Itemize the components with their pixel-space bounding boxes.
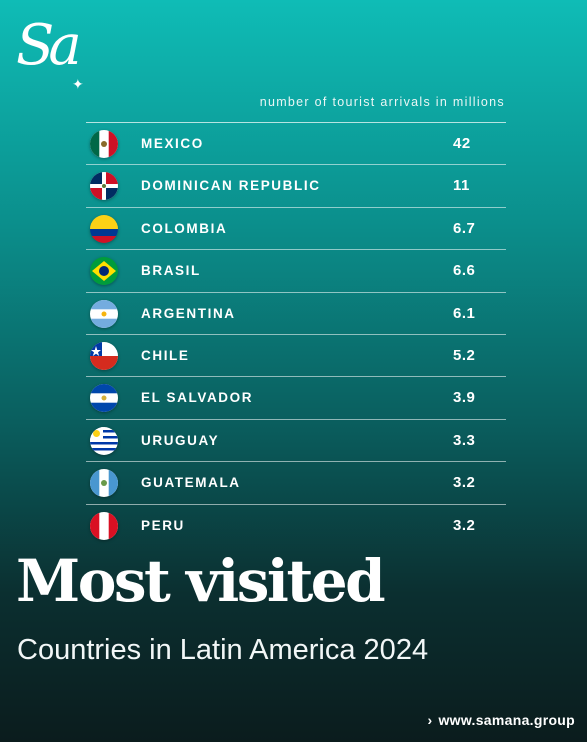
arrivals-value: 3.9 [453,389,476,407]
country-name: GUATEMALA [141,475,241,491]
headline: Most visited [16,547,386,615]
arrivals-value: 5.2 [453,346,476,364]
brand-logo: Sa [16,13,82,78]
website-link[interactable]: › www.samana.group [428,712,576,728]
el-salvador-flag-icon [90,384,118,413]
arrivals-value: 3.2 [453,516,476,534]
chevron-right-icon: › [427,712,433,728]
table-row: MEXICO 42 [86,122,506,164]
dominican-republic-flag-icon [90,172,118,201]
table-row: DOMINICAN REPUBLIC 11 [86,164,506,206]
arrivals-value: 42 [453,135,471,152]
unit-note: number of tourist arrivals in millions [259,95,505,109]
arrivals-value: 3.2 [453,474,476,492]
table-row: GUATEMALA 3.2 [86,461,506,503]
guatemala-flag-icon [90,469,118,498]
peru-flag-icon [90,511,118,540]
table-row: ARGENTINA 6.1 [86,291,506,334]
country-name: COLOMBIA [141,220,228,236]
country-name: URUGUAY [141,432,220,448]
table-row: EL SALVADOR 3.9 [86,376,506,418]
country-name: ARGENTINA [141,305,236,321]
table-row: PERU 3.2 [86,503,506,546]
colombia-flag-icon [90,214,118,243]
tagline: Countries in Latin America 2024 [17,634,429,666]
table-row: BRASIL 6.6 [86,249,506,291]
brazil-flag-icon [90,257,118,286]
table-row: CHILE 5.2 [86,333,506,376]
country-name: DOMINICAN REPUBLIC [141,178,321,194]
arrivals-value: 6.7 [453,219,476,237]
arrivals-value: 6.6 [453,262,476,280]
table-row: COLOMBIA 6.7 [86,206,506,249]
table-row: URUGUAY 3.3 [86,418,506,461]
country-name: BRASIL [141,263,201,279]
website-text: www.samana.group [438,712,575,728]
uruguay-flag-icon [90,426,118,455]
argentina-flag-icon [90,299,118,328]
chile-flag-icon [90,341,118,370]
country-name: EL SALVADOR [141,390,254,406]
arrivals-value: 6.1 [453,304,476,322]
country-name: PERU [141,517,185,533]
mexico-flag-icon [90,130,118,158]
country-name: CHILE [141,347,190,363]
ranking-table: MEXICO 42 DOMINICAN REPUBLIC 11 COLOMBIA 6.7 B… [86,122,506,546]
arrivals-value: 11 [453,177,470,195]
sparkle-icon: ✦ [72,76,84,92]
arrivals-value: 3.3 [453,431,476,449]
country-name: MEXICO [141,136,204,151]
